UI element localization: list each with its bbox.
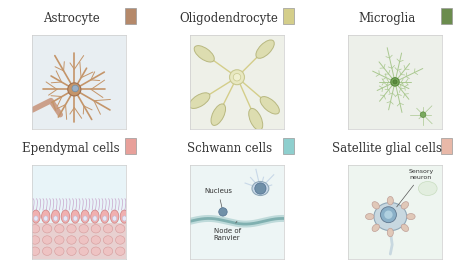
Ellipse shape bbox=[79, 225, 88, 233]
Text: Sensory
neuron: Sensory neuron bbox=[397, 169, 434, 207]
Ellipse shape bbox=[249, 108, 263, 130]
Ellipse shape bbox=[103, 216, 107, 221]
Bar bbox=[125, 138, 136, 154]
Text: Satellite glial cells: Satellite glial cells bbox=[332, 142, 442, 155]
Ellipse shape bbox=[401, 224, 409, 231]
Ellipse shape bbox=[365, 213, 374, 220]
Ellipse shape bbox=[120, 210, 128, 223]
Circle shape bbox=[233, 74, 241, 81]
Ellipse shape bbox=[67, 247, 76, 255]
Ellipse shape bbox=[79, 236, 88, 244]
Ellipse shape bbox=[189, 93, 210, 108]
Ellipse shape bbox=[30, 225, 40, 233]
Ellipse shape bbox=[407, 213, 415, 220]
Ellipse shape bbox=[30, 247, 40, 255]
Ellipse shape bbox=[43, 225, 52, 233]
Ellipse shape bbox=[256, 40, 274, 58]
Ellipse shape bbox=[91, 225, 100, 233]
Ellipse shape bbox=[103, 236, 113, 244]
Ellipse shape bbox=[54, 216, 58, 221]
Text: Node of
Ranvier: Node of Ranvier bbox=[214, 221, 241, 241]
Circle shape bbox=[255, 183, 266, 194]
Ellipse shape bbox=[194, 46, 214, 62]
Text: Ependymal cells: Ependymal cells bbox=[22, 142, 120, 155]
Ellipse shape bbox=[372, 224, 379, 231]
Circle shape bbox=[384, 211, 392, 219]
Text: Astrocyte: Astrocyte bbox=[43, 12, 100, 25]
Text: Schwann cells: Schwann cells bbox=[187, 142, 272, 155]
Ellipse shape bbox=[83, 216, 87, 221]
Bar bbox=[32, 223, 126, 259]
Ellipse shape bbox=[51, 210, 60, 223]
Bar bbox=[283, 138, 294, 154]
Ellipse shape bbox=[43, 247, 52, 255]
Ellipse shape bbox=[34, 216, 38, 221]
Ellipse shape bbox=[32, 210, 40, 223]
Circle shape bbox=[68, 83, 81, 96]
Ellipse shape bbox=[30, 236, 40, 244]
Ellipse shape bbox=[103, 247, 113, 255]
Circle shape bbox=[420, 112, 426, 118]
Ellipse shape bbox=[374, 203, 407, 231]
Ellipse shape bbox=[79, 247, 88, 255]
Ellipse shape bbox=[67, 225, 76, 233]
Ellipse shape bbox=[419, 181, 437, 196]
Bar bbox=[441, 138, 452, 154]
Ellipse shape bbox=[116, 236, 125, 244]
Circle shape bbox=[381, 207, 396, 223]
Ellipse shape bbox=[211, 104, 226, 125]
Ellipse shape bbox=[116, 225, 125, 233]
Ellipse shape bbox=[91, 247, 100, 255]
Bar bbox=[125, 8, 136, 24]
Circle shape bbox=[229, 70, 245, 85]
Ellipse shape bbox=[122, 216, 127, 221]
Ellipse shape bbox=[55, 236, 64, 244]
Ellipse shape bbox=[112, 216, 117, 221]
Ellipse shape bbox=[100, 210, 109, 223]
Circle shape bbox=[391, 78, 399, 86]
Text: Microglia: Microglia bbox=[358, 12, 416, 25]
Ellipse shape bbox=[55, 247, 64, 255]
Ellipse shape bbox=[116, 247, 125, 255]
Circle shape bbox=[393, 80, 397, 84]
Ellipse shape bbox=[387, 197, 393, 205]
Ellipse shape bbox=[91, 210, 99, 223]
Bar bbox=[441, 8, 452, 24]
Ellipse shape bbox=[64, 216, 67, 221]
Ellipse shape bbox=[260, 96, 279, 114]
Ellipse shape bbox=[73, 216, 77, 221]
Ellipse shape bbox=[43, 236, 52, 244]
Ellipse shape bbox=[61, 210, 70, 223]
Ellipse shape bbox=[71, 210, 80, 223]
Circle shape bbox=[72, 85, 79, 92]
Ellipse shape bbox=[387, 228, 393, 237]
Ellipse shape bbox=[42, 210, 50, 223]
Ellipse shape bbox=[252, 181, 269, 196]
Bar bbox=[283, 8, 294, 24]
Ellipse shape bbox=[103, 225, 113, 233]
Ellipse shape bbox=[81, 210, 89, 223]
Text: Nucleus: Nucleus bbox=[204, 188, 232, 209]
Ellipse shape bbox=[55, 225, 64, 233]
Ellipse shape bbox=[110, 210, 119, 223]
Ellipse shape bbox=[44, 216, 48, 221]
Ellipse shape bbox=[372, 202, 379, 209]
Ellipse shape bbox=[67, 236, 76, 244]
Text: Oligodendrocyte: Oligodendrocyte bbox=[180, 12, 279, 25]
Ellipse shape bbox=[91, 236, 100, 244]
Ellipse shape bbox=[93, 216, 97, 221]
Ellipse shape bbox=[401, 202, 409, 209]
Circle shape bbox=[219, 208, 227, 216]
